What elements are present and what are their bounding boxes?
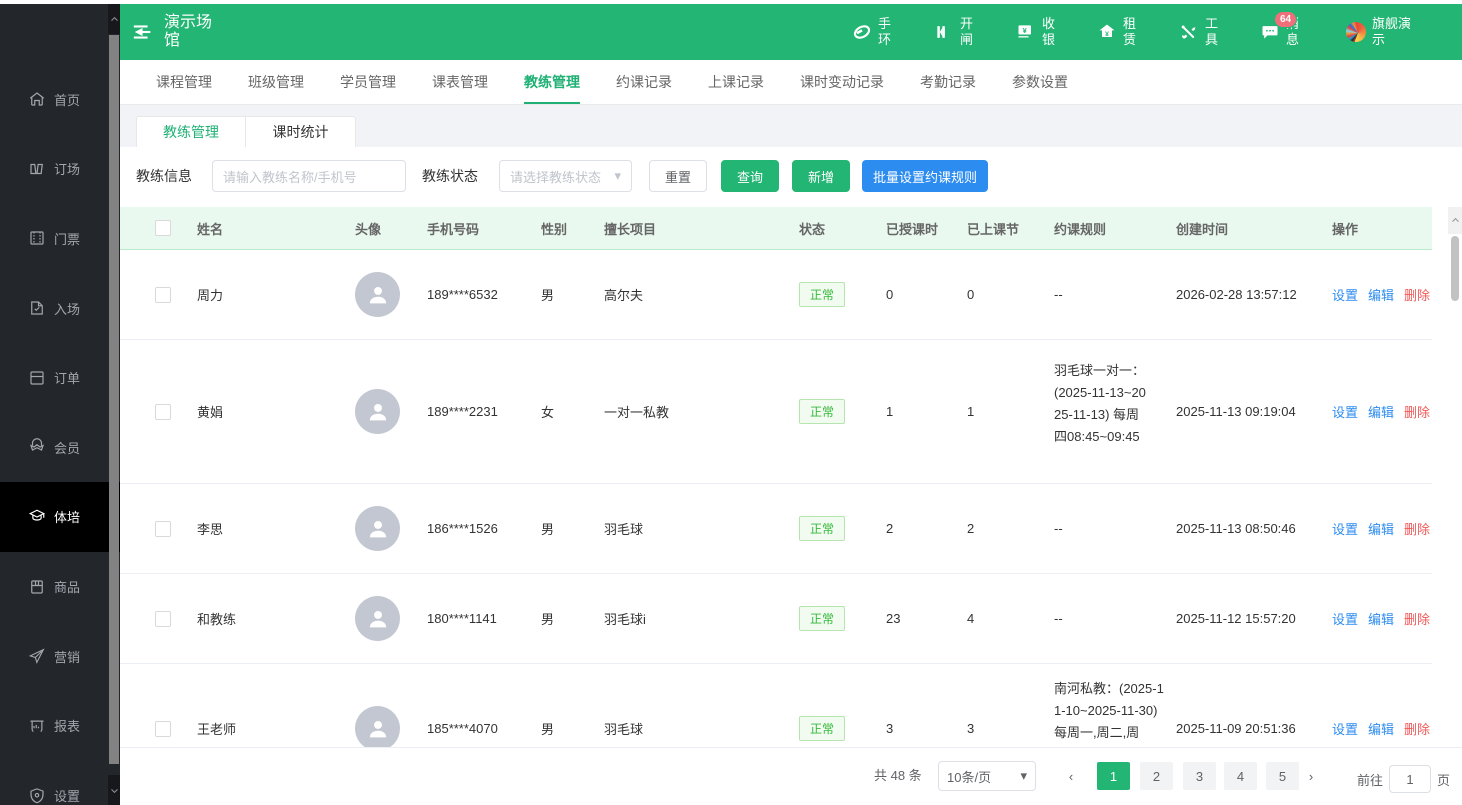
svg-text:¥: ¥ (1105, 31, 1109, 38)
